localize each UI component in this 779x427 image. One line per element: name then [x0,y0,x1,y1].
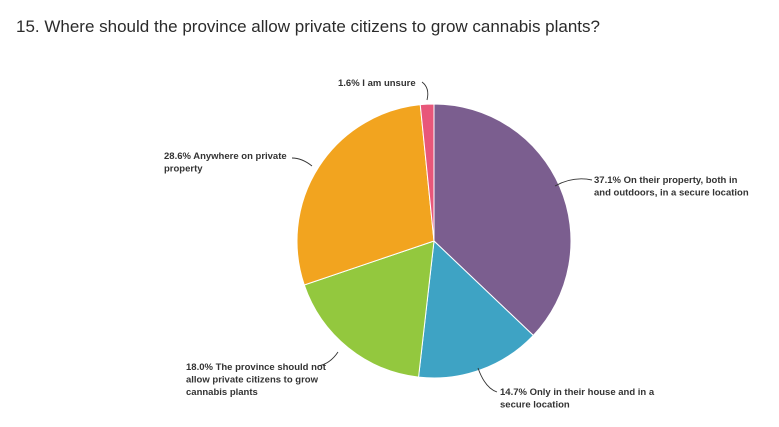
pie-slices [296,103,572,379]
slice-label-line: 14.7% Only in their house and in a [500,387,655,398]
slice-label-line: allow private citizens to grow [186,375,319,386]
pie-slice-the-province-should-not-allow-private-citizens-to-grow-cannabis-plants [303,240,435,378]
slice-label-on-their-property-both-in-and-outdoors-in-a-secure-location: 37.1% On their property, both in and outd… [594,175,749,199]
slice-label-line: secure location [500,400,570,411]
question-title: 15. Where should the province allow priv… [16,17,600,36]
pie-slice-anywhere-on-private-property [296,104,435,286]
leader-line-on-their-property-both-in-and-outdoors-in-a-secure-location [554,178,593,187]
slice-label-line: and outdoors, in a secure location [594,188,749,199]
slice-label-line: 1.6% I am unsure [338,78,416,89]
pie-slice-only-in-their-house-and-in-a-secure-location [417,239,534,379]
slice-label-line: 37.1% On their property, both in [594,175,738,186]
slice-labels: 37.1% On their property, both in and outd… [164,78,749,411]
slice-label-the-province-should-not-allow-private-citizens-to-grow-cannabis-plants: 18.0% The province should not allow priva… [186,362,327,398]
leader-lines [291,81,593,393]
leader-line-anywhere-on-private-property [291,157,313,167]
pie-slice-i-am-unsure [419,103,435,242]
slice-label-line: cannabis plants [186,387,258,398]
leader-line-only-in-their-house-and-in-a-secure-location [477,367,498,393]
slice-label-anywhere-on-private-property: 28.6% Anywhere on private property [164,151,287,175]
pie-slice-on-their-property-both-in-and-outdoors-in-a-secure-location [433,103,572,337]
slice-label-only-in-their-house-and-in-a-secure-location: 14.7% Only in their house and in a secure… [500,387,655,411]
slice-label-line: 28.6% Anywhere on private [164,151,287,162]
slice-label-line: property [164,164,203,175]
slice-label-line: 18.0% The province should not [186,362,327,373]
leader-line-the-province-should-not-allow-private-citizens-to-grow-cannabis-plants [317,351,339,367]
leader-line-i-am-unsure [421,81,429,101]
slice-label-i-am-unsure: 1.6% I am unsure [338,78,416,89]
